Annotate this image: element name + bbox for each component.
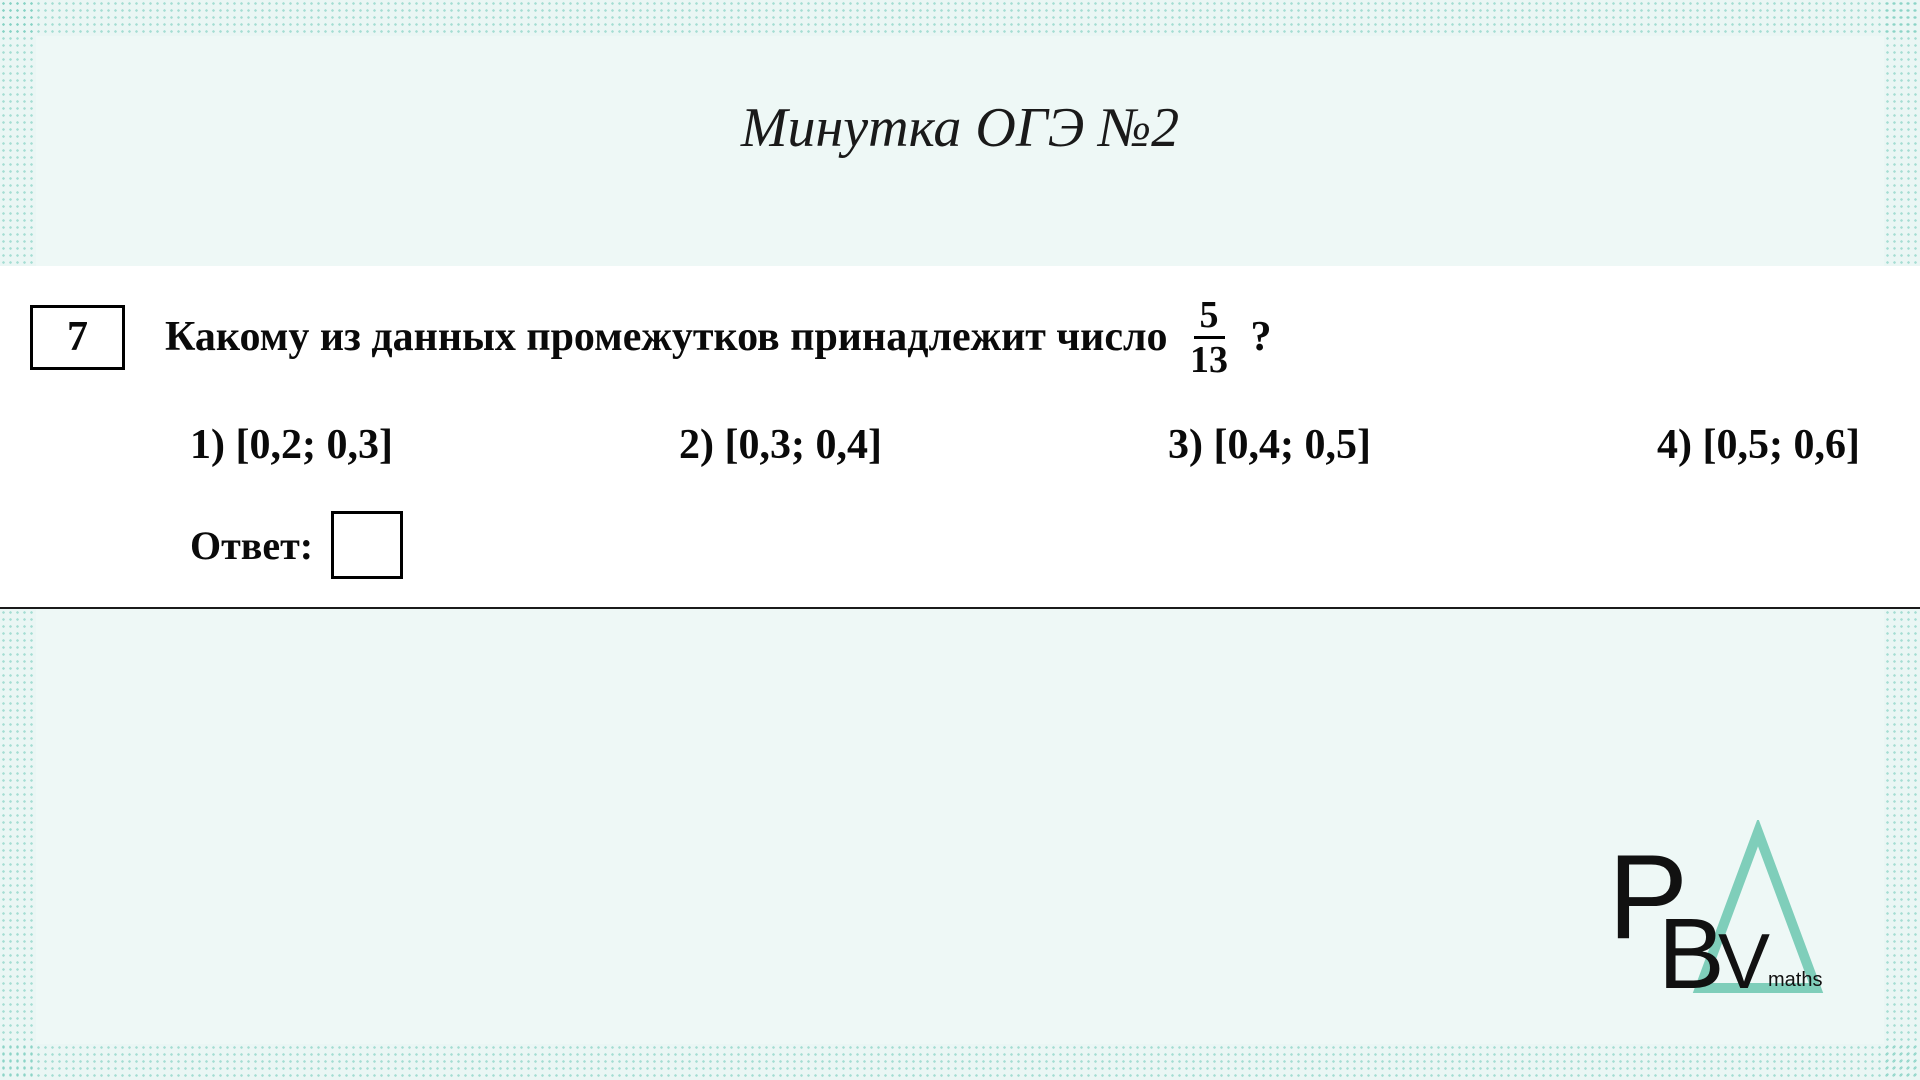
option-2: 2) [0,3; 0,4] <box>679 421 882 469</box>
answer-row: Ответ: <box>190 511 1860 579</box>
option-4: 4) [0,5; 0,6] <box>1657 421 1860 469</box>
option-2-number: 2) <box>679 422 714 468</box>
question-row: 7 Какому из данных промежутков принадлеж… <box>30 296 1860 379</box>
content-card: Минутка ОГЭ №2 7 Какому из данных промеж… <box>36 36 1884 1044</box>
option-1-number: 1) <box>190 422 225 468</box>
option-1: 1) [0,2; 0,3] <box>190 421 393 469</box>
slide-title: Минутка ОГЭ №2 <box>36 96 1884 160</box>
option-4-interval: [0,5; 0,6] <box>1703 422 1860 468</box>
question-text: Какому из данных промежутков принадлежит… <box>165 296 1272 379</box>
fraction-numerator: 5 <box>1194 296 1225 339</box>
fraction: 5 13 <box>1184 296 1234 379</box>
halftone-border-bottom <box>0 1044 1920 1080</box>
problem-panel: 7 Какому из данных промежутков принадлеж… <box>0 266 1920 609</box>
option-3-number: 3) <box>1168 422 1203 468</box>
option-4-number: 4) <box>1657 422 1692 468</box>
question-prefix: Какому из данных промежутков принадлежит… <box>165 310 1168 365</box>
halftone-border-top <box>0 0 1920 36</box>
options-row: 1) [0,2; 0,3] 2) [0,3; 0,4] 3) [0,4; 0,5… <box>190 421 1860 469</box>
logo-sub: maths <box>1768 969 1822 991</box>
question-suffix: ? <box>1251 310 1272 365</box>
fraction-denominator: 13 <box>1184 339 1234 379</box>
option-2-interval: [0,3; 0,4] <box>725 422 882 468</box>
logo-letter-v: V <box>1718 917 1770 1000</box>
option-3-interval: [0,4; 0,5] <box>1214 422 1371 468</box>
brand-logo: P B V maths <box>1568 820 1828 1000</box>
logo-letter-b: B <box>1658 898 1725 1000</box>
option-3: 3) [0,4; 0,5] <box>1168 421 1371 469</box>
answer-box[interactable] <box>331 511 403 579</box>
question-number-box: 7 <box>30 305 125 369</box>
answer-label: Ответ: <box>190 522 313 569</box>
option-1-interval: [0,2; 0,3] <box>236 422 393 468</box>
